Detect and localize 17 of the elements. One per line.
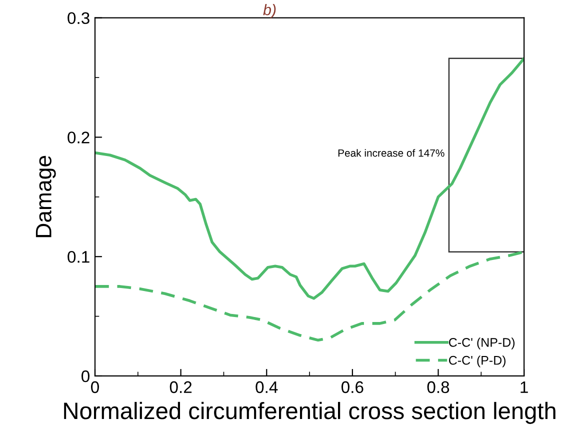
line-series <box>94 57 524 300</box>
y-tick-label: 0.3 <box>68 12 90 24</box>
y-axis-title: Damage <box>36 156 56 238</box>
x-tick-label: 0 <box>91 381 99 394</box>
legend-label: C-C' (P-D) <box>448 356 506 368</box>
annotation: Peak increase of 147% <box>338 149 444 157</box>
annotation: b) <box>263 4 276 18</box>
y-tick-label: 0 <box>82 370 90 382</box>
x-tick-label: 0.6 <box>342 381 364 394</box>
x-tick-label: 0.8 <box>427 381 450 394</box>
x-tick-label: 0.2 <box>170 381 192 394</box>
x-axis-title: Normalized circumferential cross section length <box>64 402 556 424</box>
legend-label: C-C' (NP-D) <box>448 338 515 350</box>
x-tick-label: 1 <box>520 381 528 393</box>
x-tick-label: 0.4 <box>256 381 278 394</box>
y-tick-label: 0.1 <box>68 251 90 263</box>
y-tick-label: 0.2 <box>68 132 90 144</box>
